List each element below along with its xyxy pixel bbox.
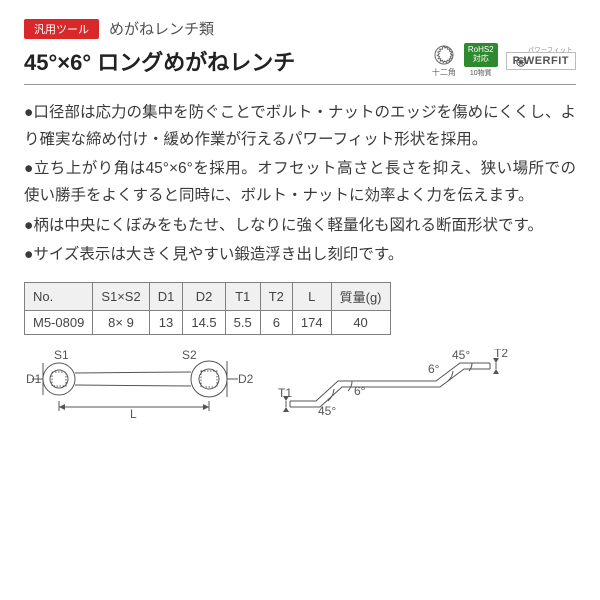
label-s1: S1 bbox=[54, 349, 69, 362]
th-no: No. bbox=[25, 282, 93, 310]
label-45-left: 45° bbox=[318, 404, 336, 418]
label-t1: T1 bbox=[278, 386, 292, 400]
product-title: 45°×6° ロングめがねレンチ bbox=[24, 45, 295, 77]
top-view-diagram: D1 S1 S2 D2 L bbox=[24, 349, 254, 419]
td-d2: 14.5 bbox=[183, 310, 225, 334]
title-icon-group: 十二角 RoHS2 対応 10物質 パワーフィット P WERFIT bbox=[432, 43, 576, 78]
label-6-left: 6° bbox=[354, 384, 366, 398]
label-d2: D2 bbox=[238, 372, 254, 386]
spec-table: No. S1×S2 D1 D2 T1 T2 L 質量(g) M5-0809 8×… bbox=[24, 282, 391, 335]
tool-category-badge: 汎用ツール bbox=[24, 19, 99, 39]
twelve-point-label: 十二角 bbox=[432, 67, 456, 78]
td-mass: 40 bbox=[331, 310, 390, 334]
th-d2: D2 bbox=[183, 282, 225, 310]
rohs-icon: RoHS2 対応 10物質 bbox=[464, 43, 498, 78]
td-d1: 13 bbox=[149, 310, 183, 334]
rohs-line2: 対応 bbox=[468, 55, 494, 64]
table-header-row: No. S1×S2 D1 D2 T1 T2 L 質量(g) bbox=[25, 282, 391, 310]
label-d1: D1 bbox=[26, 372, 42, 386]
td-s1s2: 8× 9 bbox=[93, 310, 149, 334]
powerfit-ruby: パワーフィット bbox=[528, 45, 573, 54]
subcategory-label: めがねレンチ類 bbox=[109, 18, 214, 39]
label-l: L bbox=[130, 407, 137, 419]
th-t2: T2 bbox=[260, 282, 292, 310]
table-row: M5-0809 8× 9 13 14.5 5.5 6 174 40 bbox=[25, 310, 391, 334]
description-p2: ●立ち上がり角は45°×6°を採用。オフセット高さと長さを抑え、狭い場所での使い… bbox=[24, 155, 576, 209]
td-t2: 6 bbox=[260, 310, 292, 334]
th-mass: 質量(g) bbox=[331, 282, 390, 310]
td-l: 174 bbox=[292, 310, 331, 334]
th-d1: D1 bbox=[149, 282, 183, 310]
th-s1s2: S1×S2 bbox=[93, 282, 149, 310]
rohs-sub-label: 10物質 bbox=[470, 68, 492, 78]
th-t1: T1 bbox=[225, 282, 260, 310]
twelve-point-icon: 十二角 bbox=[432, 43, 456, 78]
label-6-right: 6° bbox=[428, 362, 440, 376]
label-s2: S2 bbox=[182, 349, 197, 362]
label-45-right: 45° bbox=[452, 349, 470, 362]
description-p4: ●サイズ表示は大きく見やすい鍛造浮き出し刻印です。 bbox=[24, 241, 576, 268]
th-l: L bbox=[292, 282, 331, 310]
td-no: M5-0809 bbox=[25, 310, 93, 334]
side-view-diagram: T1 T2 45° 6° 6° 45° bbox=[278, 349, 508, 419]
label-t2: T2 bbox=[494, 349, 508, 360]
diagram-row: D1 S1 S2 D2 L T1 T2 bbox=[24, 349, 576, 419]
powerfit-badge: パワーフィット P WERFIT bbox=[506, 52, 576, 70]
description-p3: ●柄は中央にくぼみをもたせ、しなりに強く軽量化も図れる断面形状です。 bbox=[24, 212, 576, 239]
description-p1: ●口径部は応力の集中を防ぐことでボルト・ナットのエッジを傷めにくくし、より確実な… bbox=[24, 99, 576, 153]
td-t1: 5.5 bbox=[225, 310, 260, 334]
